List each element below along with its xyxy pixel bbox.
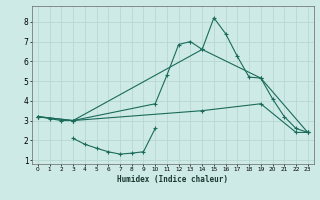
X-axis label: Humidex (Indice chaleur): Humidex (Indice chaleur) xyxy=(117,175,228,184)
